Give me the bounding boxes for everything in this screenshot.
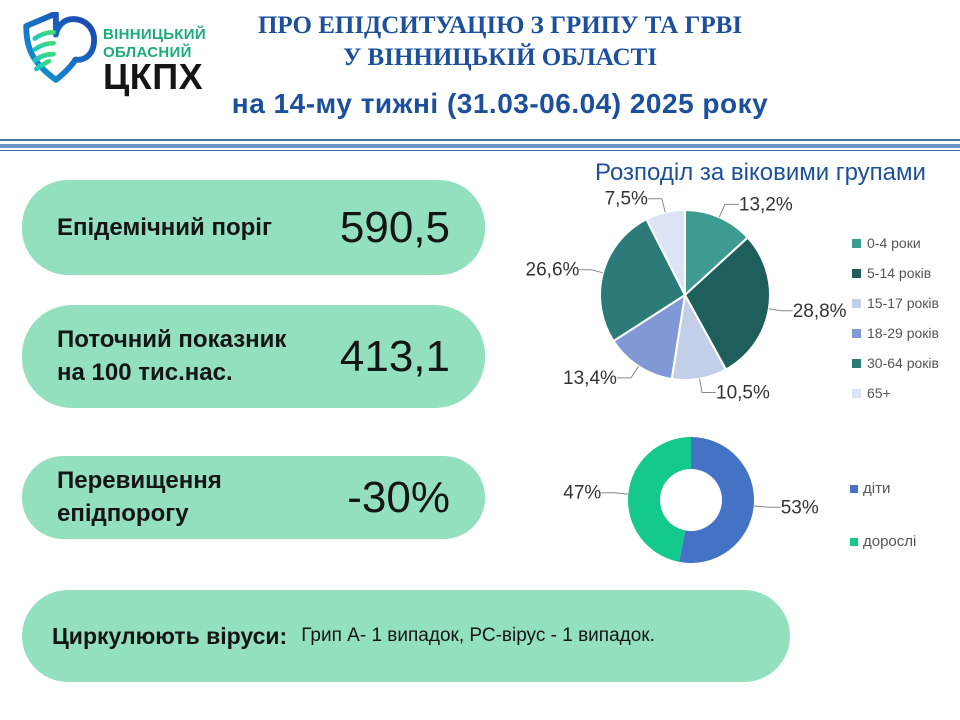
svg-text:7,5%: 7,5%: [605, 189, 648, 210]
svg-text:26,6%: 26,6%: [526, 260, 580, 281]
svg-text:47%: 47%: [563, 483, 601, 504]
svg-text:28,8%: 28,8%: [793, 301, 847, 322]
svg-text:53%: 53%: [781, 497, 819, 518]
svg-text:13,2%: 13,2%: [739, 194, 793, 215]
